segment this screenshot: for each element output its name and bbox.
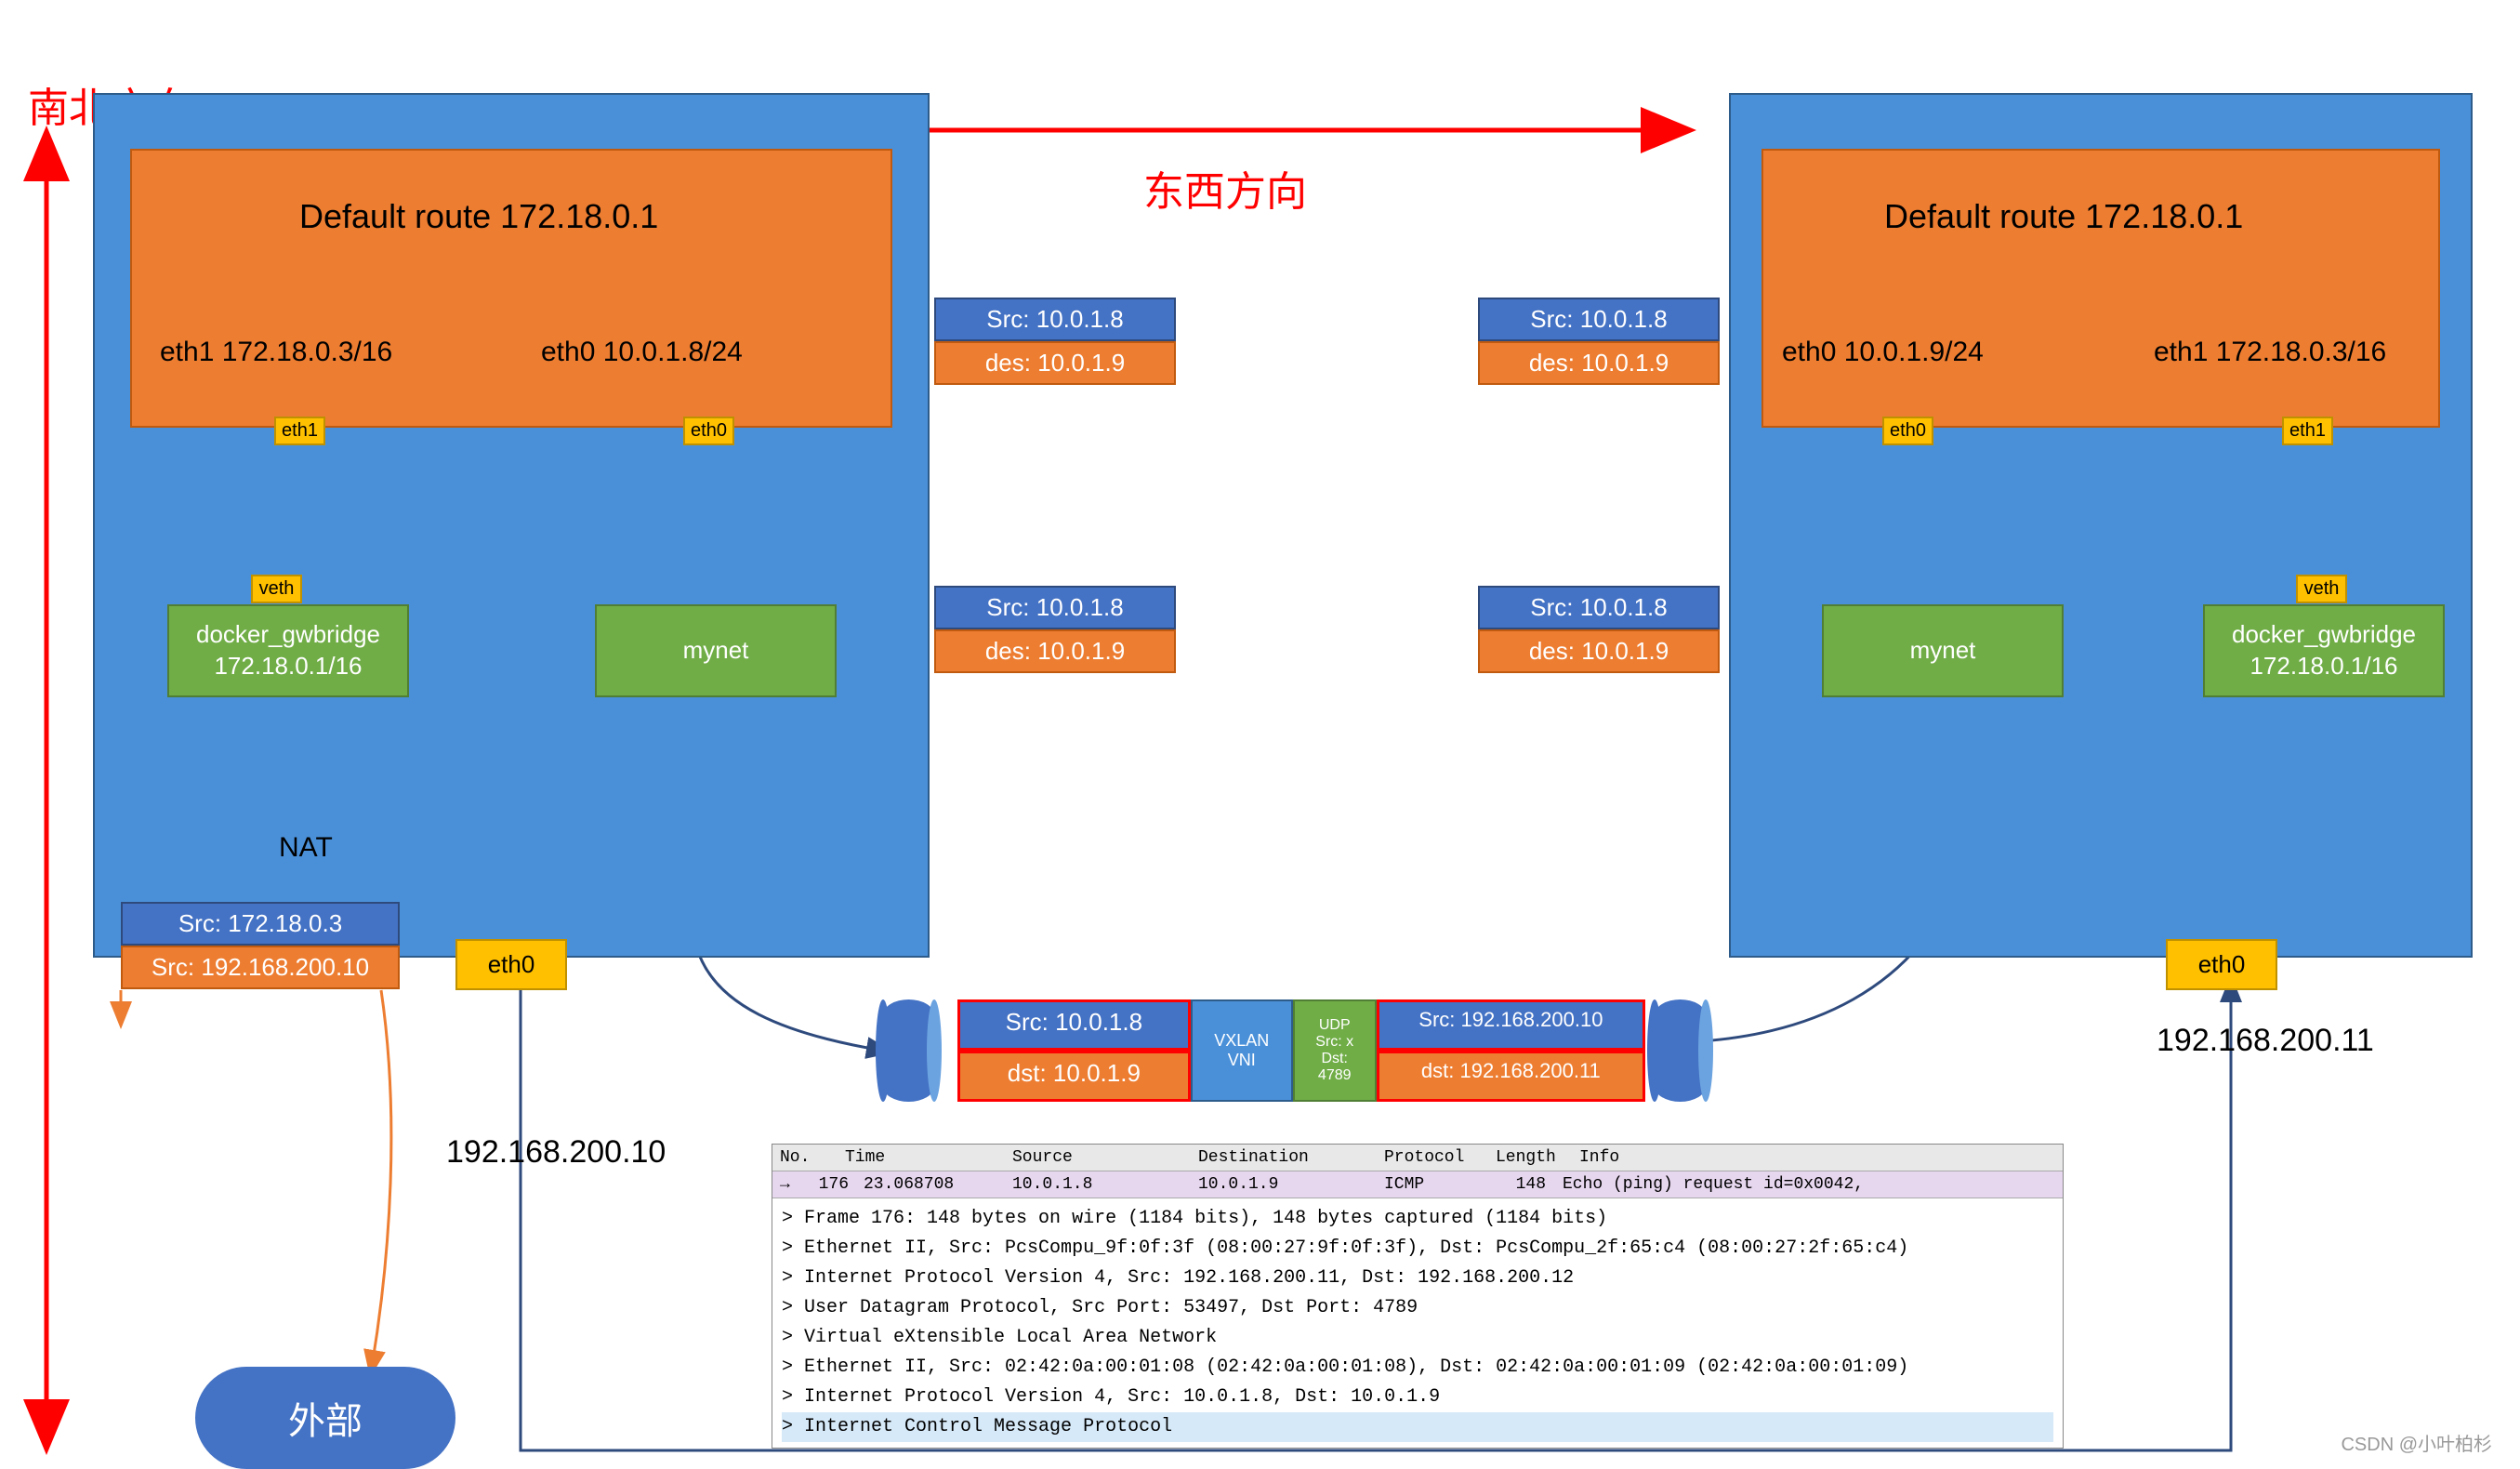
packet-left-bot: Src: 10.0.1.8 des: 10.0.1.9: [934, 586, 1176, 673]
right-veth-tag: veth: [2296, 575, 2347, 603]
nat-src1: Src: 172.18.0.3: [121, 902, 400, 946]
left-gwbridge-l2: 172.18.0.1/16: [214, 651, 362, 682]
left-eth0-label: eth0 10.0.1.8/24: [541, 337, 743, 368]
ws-row[interactable]: → 176 23.068708 10.0.1.8 10.0.1.9 ICMP 1…: [772, 1171, 2063, 1198]
packet-left-top: Src: 10.0.1.8 des: 10.0.1.9: [934, 298, 1176, 385]
nat-src2: Src: 192.168.200.10: [121, 946, 400, 989]
ws-header: No. Time Source Destination Protocol Len…: [772, 1145, 2063, 1171]
ws-details: > Frame 176: 148 bytes on wire (1184 bit…: [772, 1198, 2063, 1448]
right-gwbridge-l2: 172.18.0.1/16: [2250, 651, 2397, 682]
vx-udp-l3: Dst:: [1321, 1051, 1347, 1067]
vx-inner-src: Src: 10.0.1.8: [957, 999, 1191, 1051]
prt-des: des: 10.0.1.9: [1478, 341, 1720, 385]
left-eth1-tag: eth1: [274, 417, 325, 445]
right-eth0-label: eth0 10.0.1.9/24: [1782, 337, 1984, 368]
right-gwbridge-l1: docker_gwbridge: [2232, 619, 2416, 651]
left-route-box: Default route 172.18.0.1 eth1 172.18.0.3…: [130, 149, 892, 428]
left-host-ip: 192.168.200.10: [446, 1134, 666, 1171]
east-west-label: 东西方向: [1143, 158, 1307, 218]
plb-src: Src: 10.0.1.8: [934, 586, 1176, 629]
plb-des: des: 10.0.1.9: [934, 629, 1176, 673]
wireshark-panel: No. Time Source Destination Protocol Len…: [772, 1144, 2064, 1449]
vx-outer-dst: dst: 192.168.200.11: [1377, 1051, 1645, 1102]
plt-src: Src: 10.0.1.8: [934, 298, 1176, 341]
external-cloud: 外部: [195, 1367, 455, 1469]
external-label: 外部: [288, 1391, 363, 1445]
watermark: CSDN @小叶柏杉: [2341, 1429, 2492, 1456]
left-nat-packet: Src: 172.18.0.3 Src: 192.168.200.10: [121, 902, 400, 989]
left-eth0-tag: eth0: [683, 417, 734, 445]
prb-des: des: 10.0.1.9: [1478, 629, 1720, 673]
cylinder-left: [883, 999, 934, 1102]
plt-des: des: 10.0.1.9: [934, 341, 1176, 385]
left-default-route: Default route 172.18.0.1: [299, 197, 658, 236]
left-gwbridge: docker_gwbridge 172.18.0.1/16: [167, 604, 409, 697]
vxlan-packet: Src: 10.0.1.8 dst: 10.0.1.9 VXLAN VNI UD…: [957, 999, 1645, 1102]
right-route-box: Default route 172.18.0.1 eth0 10.0.1.9/2…: [1761, 149, 2440, 428]
vx-udp-l4: 4789: [1318, 1067, 1352, 1084]
packet-right-top: Src: 10.0.1.8 des: 10.0.1.9: [1478, 298, 1720, 385]
right-gwbridge: docker_gwbridge 172.18.0.1/16: [2203, 604, 2445, 697]
right-host-eth0: eth0: [2166, 939, 2277, 990]
vx-outer-src: Src: 192.168.200.10: [1377, 999, 1645, 1051]
vx-inner-dst: dst: 10.0.1.9: [957, 1051, 1191, 1102]
right-eth0-tag: eth0: [1882, 417, 1933, 445]
packet-right-bot: Src: 10.0.1.8 des: 10.0.1.9: [1478, 586, 1720, 673]
prb-src: Src: 10.0.1.8: [1478, 586, 1720, 629]
cylinder-right: [1655, 999, 1706, 1102]
left-mynet: mynet: [595, 604, 837, 697]
vx-udp-l2: Src: x: [1315, 1034, 1353, 1051]
vx-udp-l1: UDP: [1319, 1017, 1351, 1034]
left-host-eth0: eth0: [455, 939, 567, 990]
vx-vni-l1: VXLAN: [1214, 1031, 1269, 1051]
right-default-route: Default route 172.18.0.1: [1884, 197, 2243, 236]
left-veth-tag: veth: [251, 575, 302, 603]
prt-src: Src: 10.0.1.8: [1478, 298, 1720, 341]
right-eth1-tag: eth1: [2282, 417, 2333, 445]
vx-vni-l2: VNI: [1228, 1051, 1256, 1070]
nat-label: NAT: [279, 832, 333, 864]
right-mynet: mynet: [1822, 604, 2064, 697]
left-gwbridge-l1: docker_gwbridge: [196, 619, 380, 651]
right-host-ip: 192.168.200.11: [2157, 1023, 2374, 1059]
right-eth1-label: eth1 172.18.0.3/16: [2154, 337, 2386, 368]
left-eth1-label: eth1 172.18.0.3/16: [160, 337, 392, 368]
